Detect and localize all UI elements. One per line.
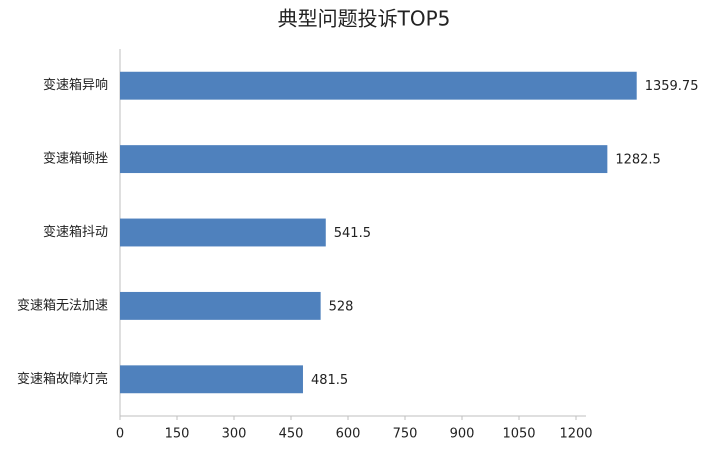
bar [120,218,326,247]
data-label: 541.5 [334,226,371,241]
x-tick-label: 450 [279,427,304,442]
x-tick-label: 1200 [559,427,592,442]
data-label: 1359.75 [645,79,699,94]
bar [120,71,637,100]
y-tick-label: 变速箱顿挫 [43,151,108,167]
bar [120,145,608,174]
y-tick-label: 变速箱抖动 [43,224,108,240]
y-tick-label: 变速箱无法加速 [17,297,108,313]
x-tick-label: 1050 [502,427,535,442]
x-tick-label: 750 [393,427,418,442]
y-tick-label: 变速箱异响 [43,77,108,93]
x-tick-label: 150 [165,427,190,442]
y-tick-label: 变速箱故障灯亮 [17,371,108,387]
x-tick-label: 600 [336,427,361,442]
x-tick-label: 300 [222,427,247,442]
data-label: 1282.5 [615,153,661,168]
bar [120,291,321,320]
data-label: 481.5 [311,373,348,388]
x-tick-label: 900 [450,427,475,442]
x-tick-label: 0 [116,427,124,442]
chart-title: 典型问题投诉TOP5 [278,7,451,31]
data-label: 528 [329,299,354,314]
bar [120,365,303,394]
